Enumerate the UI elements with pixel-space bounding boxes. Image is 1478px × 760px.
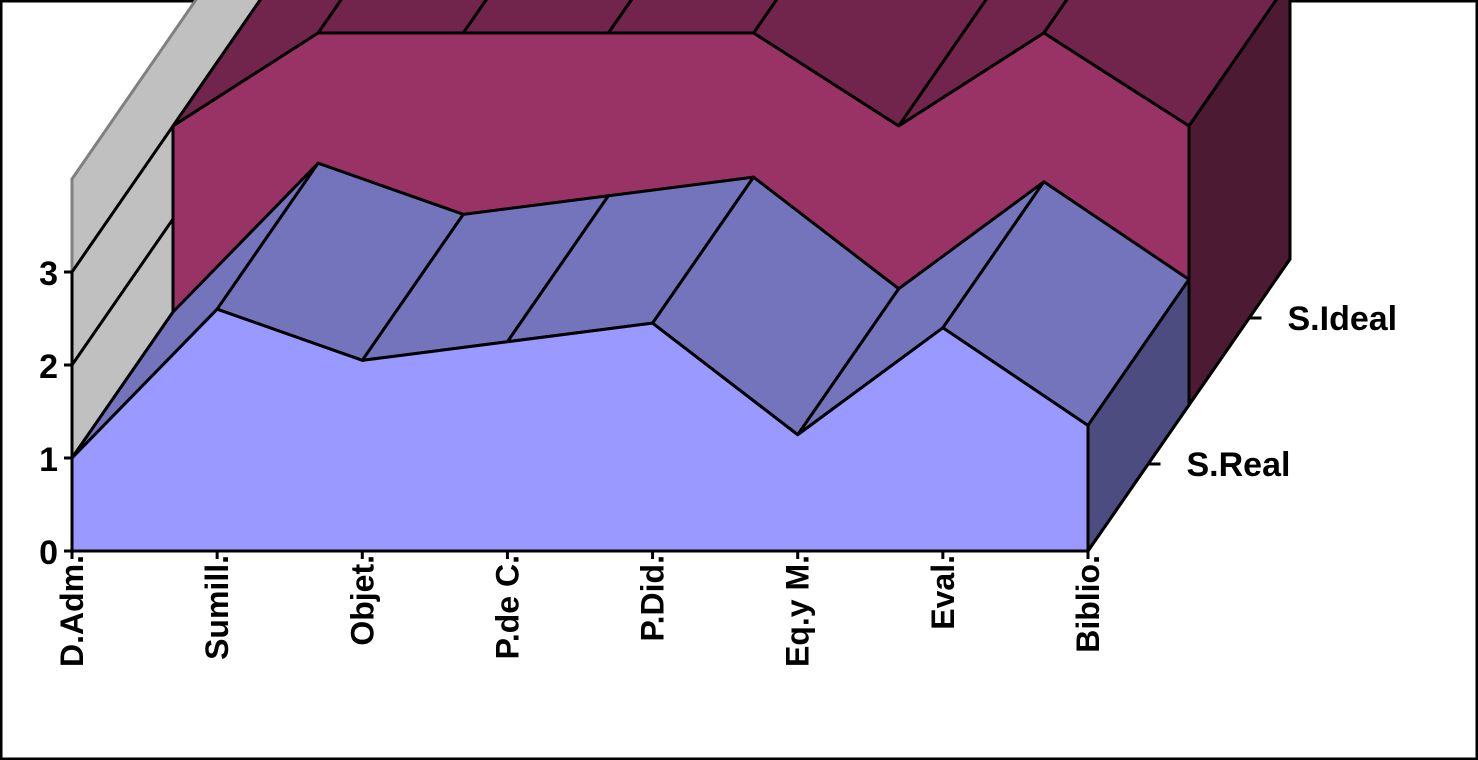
series-layer: [70, 0, 1292, 556]
axis-layer: 0 1 2 3 D.Adm. Sumill. Objet. P.de C. P.Did. Eq.y…: [39, 255, 1397, 667]
y-tick-label: 3: [39, 255, 58, 293]
category-label: Biblio.: [1070, 555, 1106, 653]
gridline: [70, 0, 262, 273]
y-tick-label: 1: [39, 441, 58, 479]
category-label: P.de C.: [489, 555, 525, 659]
y-tick-label: 2: [39, 348, 58, 386]
y-tick-label: 0: [39, 534, 58, 572]
category-label: D.Adm.: [54, 555, 90, 667]
depth-axis: [1086, 258, 1292, 552]
category-label: P.Did.: [635, 555, 671, 642]
category-label: Eq.y M.: [780, 555, 816, 667]
category-label: Eval.: [925, 555, 961, 630]
series-sreal: [70, 161, 1191, 556]
category-label: Sumill.: [199, 555, 235, 660]
category-label: Objet.: [344, 555, 380, 646]
series-label: S.Real: [1187, 446, 1291, 484]
front-face: [70, 307, 1090, 553]
series-label: S.Ideal: [1288, 300, 1398, 338]
